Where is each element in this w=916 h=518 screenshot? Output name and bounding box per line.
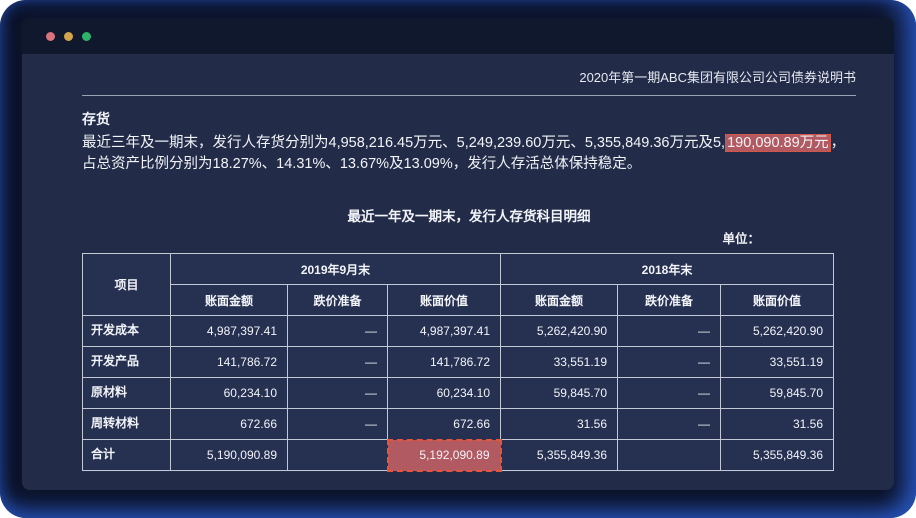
table-cell: 5,262,420.90 (500, 315, 618, 347)
table-cell: 31.56 (719, 408, 835, 440)
highlighted-cell-annotation[interactable]: 5,192,090.89 (386, 438, 502, 472)
table-cell: 60,234.10 (170, 377, 288, 409)
column-header-item: 项目 (82, 253, 171, 316)
column-header-period-2018: 2018年末 (499, 253, 835, 285)
table-row: 原材料 60,234.10 — 60,234.10 59,845.70 — 59… (82, 377, 835, 409)
table-cell: 4,987,397.41 (387, 315, 501, 347)
paragraph-text-after: ，占总资产比例分别为18.27%、14.31%、13.67%及13.09%，发行… (82, 135, 846, 172)
column-header-book-value: 账面价值 (719, 284, 835, 316)
table-row: 开发成本 4,987,397.41 — 4,987,397.41 5,262,4… (82, 315, 835, 347)
table-cell: — (617, 315, 721, 347)
table-header-row-periods: 项目 2019年9月末 2018年末 (82, 253, 835, 316)
table-cell: — (617, 408, 721, 440)
table-cell: 59,845.70 (500, 377, 618, 409)
section-heading: 存货 (82, 111, 110, 127)
table-cell: 141,786.72 (387, 346, 501, 378)
table-cell: — (287, 408, 388, 440)
row-label: 原材料 (82, 377, 171, 409)
column-header-period-2019: 2019年9月末 (170, 253, 501, 285)
table-cell: — (617, 346, 721, 378)
table-row: 开发产品 141,786.72 — 141,786.72 33,551.19 —… (82, 346, 835, 378)
table-cell: — (287, 346, 388, 378)
table-cell: 33,551.19 (719, 346, 835, 378)
table-cell: 60,234.10 (387, 377, 501, 409)
document-running-header: 2020年第一期ABC集团有限公司公司债券说明书 (82, 54, 856, 96)
document-page: 2020年第一期ABC集团有限公司公司债券说明书 存货 最近三年及一期末，发行人… (22, 54, 894, 472)
table-cell: 33,551.19 (500, 346, 618, 378)
row-label: 合计 (82, 439, 171, 471)
table-cell: — (287, 377, 388, 409)
table-cell: 5,190,090.89 (170, 439, 288, 471)
unit-label: 单位： (722, 232, 760, 246)
table-cell (617, 439, 721, 471)
minimize-window-button[interactable] (64, 31, 73, 41)
column-header-book-amount: 账面金额 (500, 284, 618, 316)
table-cell: 4,987,397.41 (170, 315, 288, 347)
inventory-table: 项目 2019年9月末 2018年末 账面金额 跌价准备 账面价值 账面金额 跌… (82, 253, 835, 472)
table-cell: 31.56 (500, 408, 618, 440)
table-caption: 最近一年及一期末，发行人存货科目明细 (347, 209, 591, 224)
table-cell: 672.66 (387, 408, 501, 440)
table-cell: 59,845.70 (719, 377, 835, 409)
window-titlebar (22, 18, 894, 54)
paragraph-text-before: 最近三年及一期末，发行人存货分别为4,958,216.45万元、5,249,23… (82, 135, 726, 151)
table-row-total: 合计 5,190,090.89 5,192,090.89 5,355,849.3… (82, 438, 835, 472)
column-header-book-amount: 账面金额 (170, 284, 288, 316)
table-cell: 5,355,849.36 (719, 439, 835, 471)
table-cell: — (617, 377, 721, 409)
app-window: 2020年第一期ABC集团有限公司公司债券说明书 存货 最近三年及一期末，发行人… (22, 18, 894, 490)
table-cell: — (287, 315, 388, 347)
table-row: 周转材料 672.66 — 672.66 31.56 — 31.56 (82, 408, 835, 440)
table-cell (287, 439, 388, 471)
inventory-paragraph: 最近三年及一期末，发行人存货分别为4,958,216.45万元、5,249,23… (82, 133, 856, 175)
column-header-impairment: 跌价准备 (617, 284, 721, 316)
maximize-window-button[interactable] (82, 31, 91, 41)
row-label: 开发产品 (82, 346, 171, 378)
table-cell: 141,786.72 (170, 346, 288, 378)
row-label: 开发成本 (82, 315, 171, 347)
close-window-button[interactable] (46, 31, 55, 41)
column-header-book-value: 账面价值 (387, 284, 501, 316)
table-cell: 5,262,420.90 (719, 315, 835, 347)
table-cell: 5,355,849.36 (500, 439, 618, 471)
table-header-row-measures: 账面金额 跌价准备 账面价值 账面金额 跌价准备 账面价值 (83, 284, 835, 316)
row-label: 周转材料 (82, 408, 171, 440)
table-cell: 672.66 (170, 408, 288, 440)
inline-highlight-annotation[interactable]: 190,090.89万元 (725, 134, 831, 152)
column-header-impairment: 跌价准备 (287, 284, 388, 316)
